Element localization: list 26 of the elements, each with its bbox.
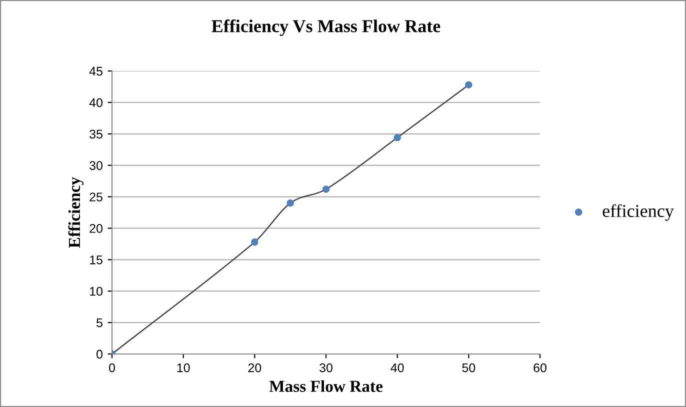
x-tick-label: 50: [462, 363, 476, 372]
y-tick-label: 10: [90, 286, 102, 296]
y-tick-label: 20: [90, 224, 102, 233]
x-axis-title: Mass Flow Rate: [269, 380, 382, 392]
x-tick-label: 20: [248, 363, 262, 372]
point: [465, 81, 472, 88]
point: [394, 134, 401, 142]
y-tick-label: 30: [90, 161, 102, 170]
y-tick-label: 45: [89, 66, 102, 76]
y-tick-label: 40: [89, 98, 102, 108]
chart-title: Efficiency Vs Mass Flow Rate: [212, 19, 440, 36]
x-tick-label: 0: [109, 363, 115, 372]
point: [286, 199, 294, 207]
point: [251, 238, 258, 246]
y-tick-label: 0: [96, 350, 102, 359]
point: [322, 186, 330, 193]
x-tick-label: 40: [390, 363, 404, 372]
x-tick-label: 10: [177, 363, 190, 372]
y-tick-label: 5: [96, 318, 102, 328]
x-tick-label: 60: [534, 363, 546, 372]
y-tick-label: 15: [90, 256, 102, 264]
legend-label: efficiency: [602, 204, 674, 221]
y-axis-title: Efficiency: [68, 177, 84, 248]
x-tick-label: 30: [320, 363, 332, 372]
y-tick-label: 25: [90, 192, 102, 202]
y-tick-label: 35: [90, 130, 102, 139]
